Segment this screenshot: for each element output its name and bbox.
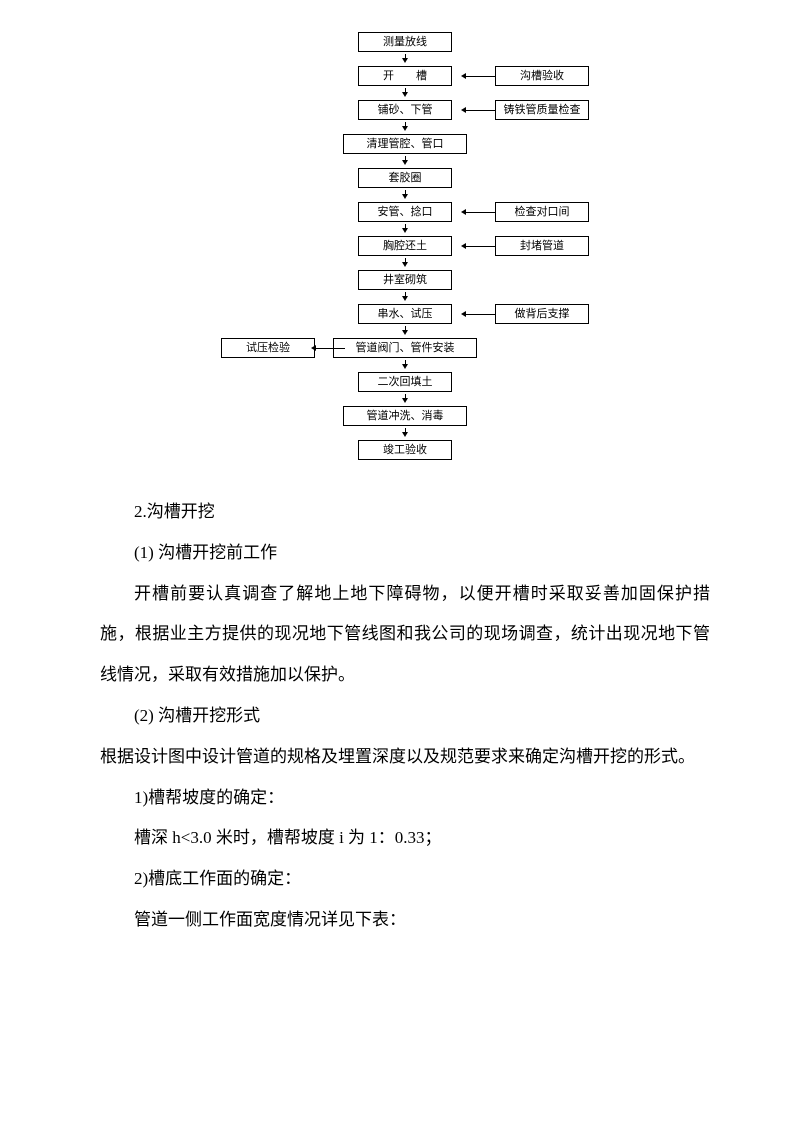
section-2-heading: 2.沟槽开挖	[100, 492, 710, 533]
subsection-2-title: (2) 沟槽开挖形式	[100, 696, 710, 737]
flowchart-arrow-down	[155, 428, 655, 438]
flowchart-connector	[315, 348, 345, 349]
document-body: 2.沟槽开挖 (1) 沟槽开挖前工作 开槽前要认真调查了解地上地下障碍物，以便开…	[100, 492, 710, 941]
flowchart-node: 安管、捻口	[358, 202, 452, 222]
flowchart-node: 井室砌筑	[358, 270, 452, 290]
flowchart-row: 铺砂、下管 铸铁管质量检查	[155, 98, 655, 122]
flowchart-node: 竣工验收	[358, 440, 452, 460]
flowchart-side-node: 检查对口间	[495, 202, 589, 222]
flowchart-row: 测量放线	[155, 30, 655, 54]
flowchart-node: 铺砂、下管	[358, 100, 452, 120]
flowchart-node: 开 槽	[358, 66, 452, 86]
flowchart-arrow-down	[155, 190, 655, 200]
flowchart-side-branch: 封堵管道	[465, 236, 589, 256]
flowchart-arrow-down	[155, 394, 655, 404]
flowchart-side-node: 铸铁管质量检查	[495, 100, 589, 120]
flowchart-row: 二次回填土	[155, 370, 655, 394]
flowchart-arrow-down	[155, 292, 655, 302]
flowchart-arrow-down	[155, 156, 655, 166]
flowchart-row: 套胶圈	[155, 166, 655, 190]
flowchart-side-branch: 检查对口间	[465, 202, 589, 222]
subsection-2-paragraph: 根据设计图中设计管道的规格及埋置深度以及规范要求来确定沟槽开挖的形式。	[100, 737, 710, 778]
flowchart-connector	[465, 76, 495, 77]
item-2-title: 2)槽底工作面的确定：	[100, 859, 710, 900]
flowchart-row: 管道冲洗、消毒	[155, 404, 655, 428]
flowchart-side-node: 封堵管道	[495, 236, 589, 256]
flowchart-row: 管道阀门、管件安装试压检验	[155, 336, 655, 360]
item-1-title: 1)槽帮坡度的确定：	[100, 778, 710, 819]
flowchart-side-node: 做背后支撑	[495, 304, 589, 324]
flowchart-row: 竣工验收	[155, 438, 655, 462]
flowchart-node: 管道阀门、管件安装	[333, 338, 477, 358]
flowchart-node: 清理管腔、管口	[343, 134, 467, 154]
flowchart-row: 开 槽 沟槽验收	[155, 64, 655, 88]
process-flowchart: 测量放线开 槽 沟槽验收铺砂、下管 铸铁管质量检查清理管腔、管口套胶圈安管、捻口 检查…	[155, 30, 655, 462]
flowchart-connector	[465, 314, 495, 315]
flowchart-side-node: 沟槽验收	[495, 66, 589, 86]
flowchart-arrow-down	[155, 88, 655, 98]
flowchart-side-branch: 沟槽验收	[465, 66, 589, 86]
flowchart-arrow-down	[155, 122, 655, 132]
flowchart-connector	[465, 212, 495, 213]
flowchart-row: 胸腔还土 封堵管道	[155, 234, 655, 258]
subsection-1-title: (1) 沟槽开挖前工作	[100, 533, 710, 574]
flowchart-node: 胸腔还土	[358, 236, 452, 256]
flowchart-arrow-down	[155, 326, 655, 336]
flowchart-row: 串水、试压 做背后支撑	[155, 302, 655, 326]
flowchart-row: 井室砌筑	[155, 268, 655, 292]
flowchart-node: 套胶圈	[358, 168, 452, 188]
flowchart-row: 清理管腔、管口	[155, 132, 655, 156]
subsection-1-paragraph: 开槽前要认真调查了解地上地下障碍物，以便开槽时采取妥善加固保护措施，根据业主方提…	[100, 574, 710, 696]
flowchart-connector	[465, 246, 495, 247]
flowchart-side-branch: 试压检验	[221, 338, 345, 358]
flowchart-row: 安管、捻口 检查对口间	[155, 200, 655, 224]
flowchart-node: 串水、试压	[358, 304, 452, 324]
flowchart-node: 管道冲洗、消毒	[343, 406, 467, 426]
flowchart-arrow-down	[155, 224, 655, 234]
item-1-body: 槽深 h<3.0 米时，槽帮坡度 i 为 1：0.33；	[100, 818, 710, 859]
flowchart-node: 测量放线	[358, 32, 452, 52]
item-2-body: 管道一侧工作面宽度情况详见下表：	[100, 900, 710, 941]
flowchart-node: 二次回填土	[358, 372, 452, 392]
flowchart-side-branch: 做背后支撑	[465, 304, 589, 324]
flowchart-arrow-down	[155, 360, 655, 370]
flowchart-connector	[465, 110, 495, 111]
flowchart-arrow-down	[155, 54, 655, 64]
flowchart-side-node: 试压检验	[221, 338, 315, 358]
flowchart-side-branch: 铸铁管质量检查	[465, 100, 589, 120]
flowchart-arrow-down	[155, 258, 655, 268]
